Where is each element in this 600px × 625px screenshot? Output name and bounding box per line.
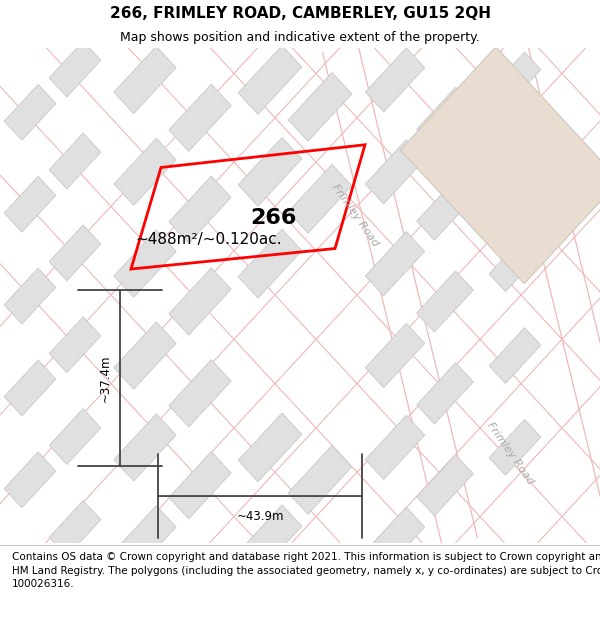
Polygon shape <box>169 84 231 151</box>
Text: Map shows position and indicative extent of the property.: Map shows position and indicative extent… <box>120 31 480 44</box>
Polygon shape <box>417 454 473 516</box>
Polygon shape <box>49 225 101 281</box>
Text: ~488m²/~0.120ac.: ~488m²/~0.120ac. <box>135 232 281 248</box>
Polygon shape <box>365 415 425 479</box>
Text: 266: 266 <box>250 208 296 228</box>
Polygon shape <box>489 144 541 199</box>
Polygon shape <box>288 72 352 141</box>
Text: ~43.9m: ~43.9m <box>236 510 284 523</box>
Polygon shape <box>114 46 176 114</box>
Polygon shape <box>169 268 231 335</box>
Polygon shape <box>114 506 176 573</box>
Polygon shape <box>489 328 541 383</box>
Polygon shape <box>169 176 231 243</box>
Polygon shape <box>417 271 473 332</box>
Polygon shape <box>400 47 600 284</box>
Polygon shape <box>238 505 302 574</box>
Text: ~37.4m: ~37.4m <box>99 354 112 402</box>
Polygon shape <box>49 317 101 372</box>
Polygon shape <box>288 164 352 233</box>
Polygon shape <box>114 414 176 481</box>
Polygon shape <box>489 236 541 291</box>
Polygon shape <box>114 322 176 389</box>
Polygon shape <box>417 362 473 424</box>
Polygon shape <box>4 176 56 232</box>
Polygon shape <box>4 452 56 508</box>
Polygon shape <box>114 138 176 206</box>
Polygon shape <box>114 230 176 298</box>
Polygon shape <box>365 140 425 204</box>
Text: Contains OS data © Crown copyright and database right 2021. This information is : Contains OS data © Crown copyright and d… <box>12 552 600 589</box>
Polygon shape <box>489 419 541 475</box>
Polygon shape <box>49 41 101 97</box>
Polygon shape <box>365 48 425 112</box>
Polygon shape <box>238 138 302 206</box>
Polygon shape <box>238 413 302 482</box>
Polygon shape <box>169 452 231 519</box>
Text: Frimley Road: Frimley Road <box>485 420 535 486</box>
Polygon shape <box>417 179 473 240</box>
Polygon shape <box>169 360 231 427</box>
Polygon shape <box>238 46 302 114</box>
Polygon shape <box>365 323 425 388</box>
Polygon shape <box>365 507 425 571</box>
Polygon shape <box>365 231 425 296</box>
Polygon shape <box>49 133 101 189</box>
Polygon shape <box>49 501 101 556</box>
Polygon shape <box>417 87 473 148</box>
Polygon shape <box>4 268 56 324</box>
Polygon shape <box>49 409 101 464</box>
Polygon shape <box>288 446 352 514</box>
Text: 266, FRIMLEY ROAD, CAMBERLEY, GU15 2QH: 266, FRIMLEY ROAD, CAMBERLEY, GU15 2QH <box>110 6 491 21</box>
Text: Frimley Road: Frimley Road <box>330 182 380 248</box>
Polygon shape <box>489 52 541 108</box>
Polygon shape <box>4 84 56 140</box>
Polygon shape <box>4 360 56 416</box>
Polygon shape <box>238 229 302 298</box>
